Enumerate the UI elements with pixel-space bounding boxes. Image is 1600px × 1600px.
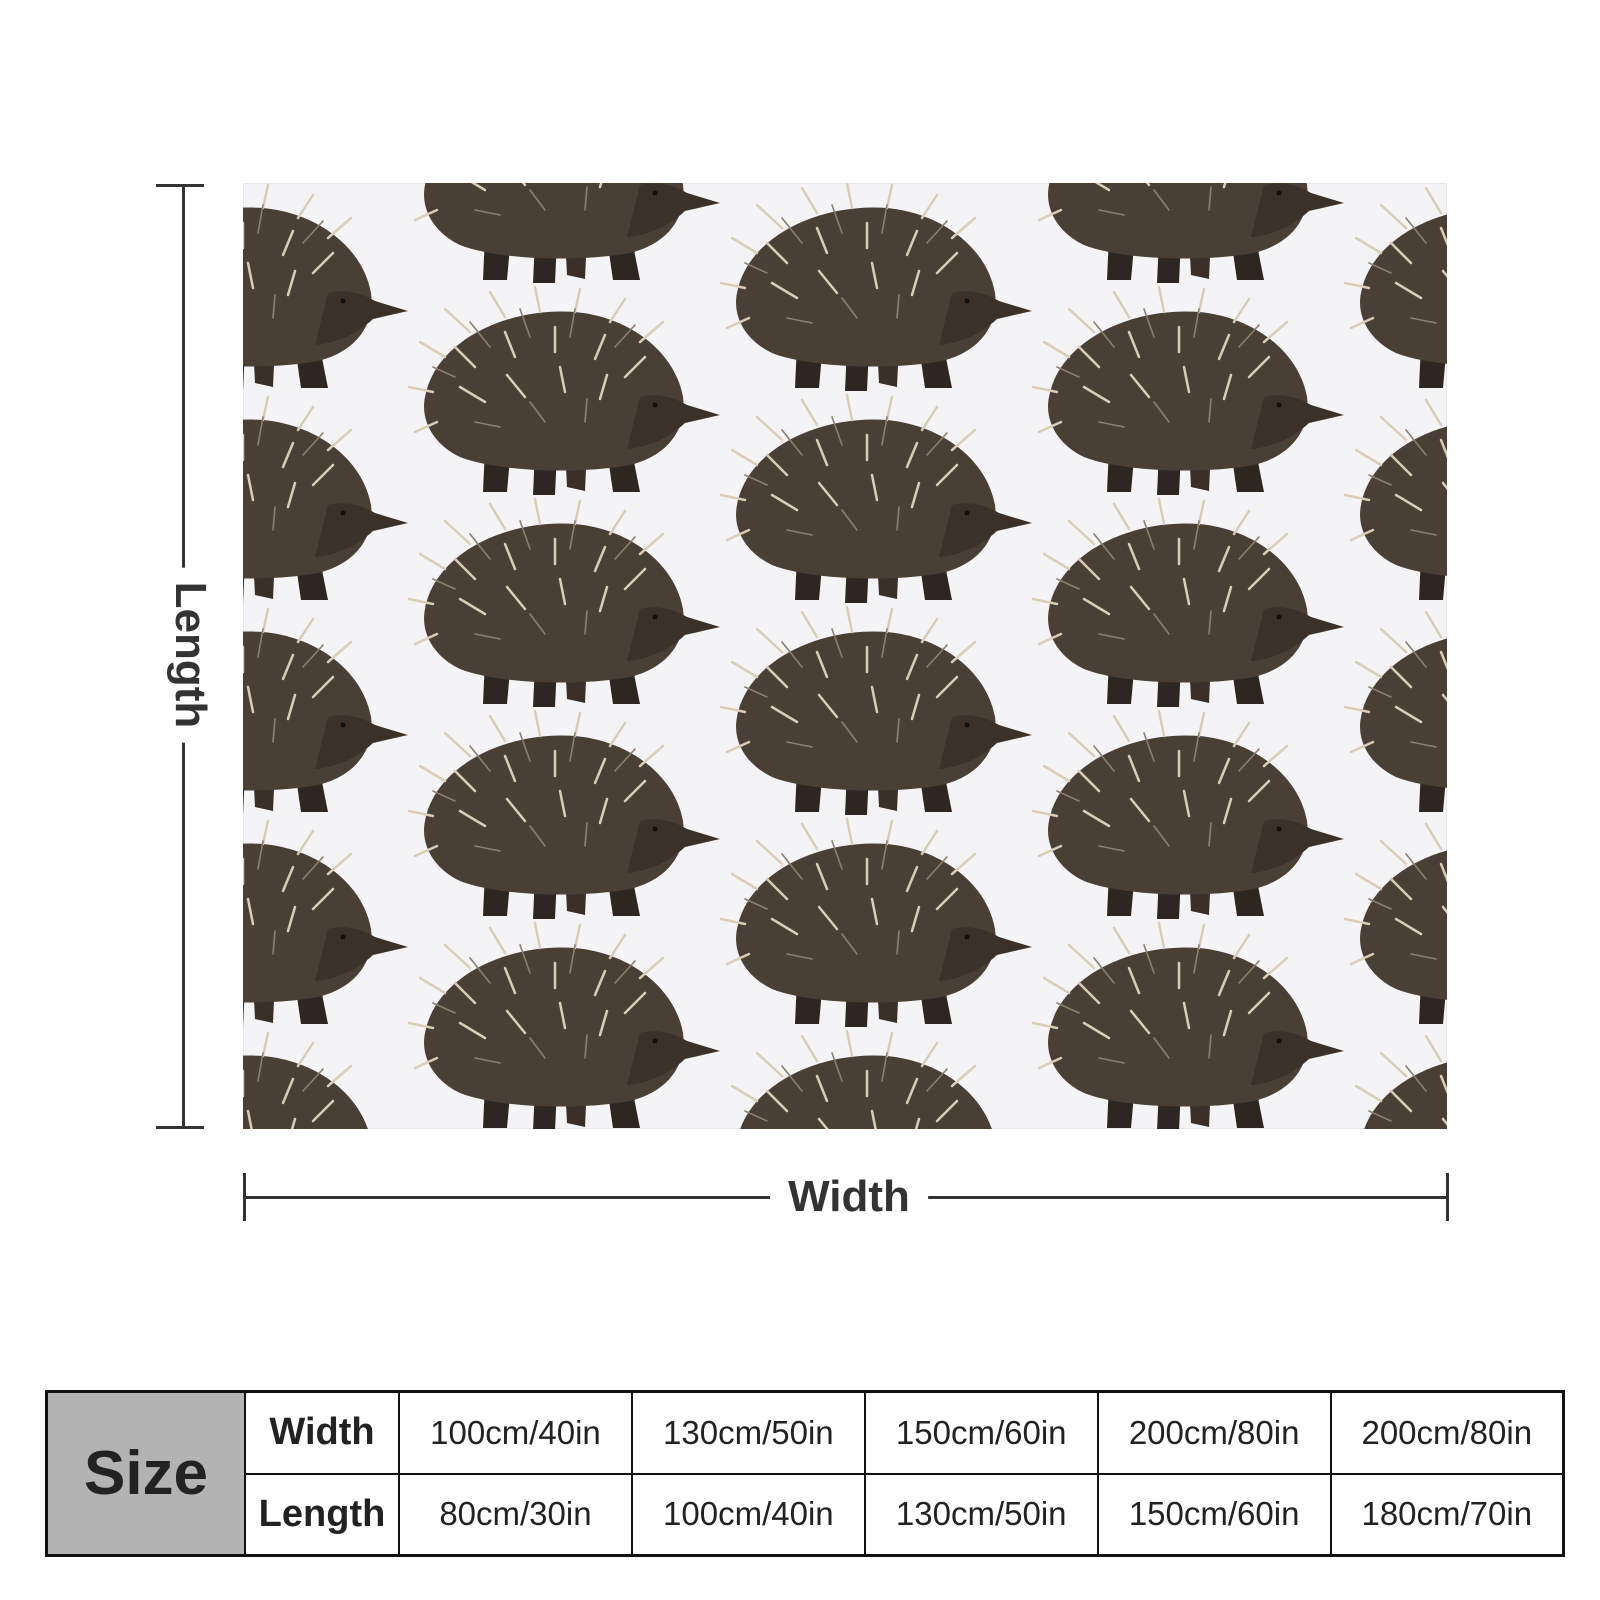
length-row: Length 80cm/30in 100cm/40in 130cm/50in 1… [47, 1472, 1565, 1557]
width-row: Size Width 100cm/40in 130cm/50in 150cm/6… [45, 1390, 1565, 1557]
length-cap-bottom [156, 1126, 204, 1129]
echidna-icon [719, 1029, 1034, 1129]
width-row-label: Width [244, 1390, 400, 1475]
length-row-label: Length [244, 1472, 400, 1557]
echidna-icon [243, 605, 410, 817]
echidna-icon [243, 817, 410, 1029]
echidna-icon [407, 709, 722, 921]
length-cell: 180cm/70in [1329, 1472, 1565, 1557]
length-cell: 130cm/50in [863, 1472, 1099, 1557]
echidna-icon [1343, 183, 1447, 393]
width-cell: 200cm/80in [1329, 1390, 1565, 1475]
echidna-icon [1031, 497, 1346, 709]
echidna-icon [407, 921, 722, 1129]
width-cell: 200cm/80in [1096, 1390, 1332, 1475]
echidna-icon [1031, 709, 1346, 921]
size-header: Size [45, 1390, 246, 1557]
echidna-icon [1343, 1029, 1447, 1129]
length-cell: 80cm/30in [398, 1472, 633, 1557]
echidna-icon [1343, 393, 1447, 605]
echidna-icon [1343, 605, 1447, 817]
width-cap-right [1446, 1173, 1449, 1221]
echidna-icon [407, 497, 722, 709]
length-cap-top [156, 184, 204, 187]
width-cell: 130cm/50in [630, 1390, 866, 1475]
echidna-icon [243, 393, 410, 605]
width-cell: 150cm/60in [863, 1390, 1099, 1475]
blanket-print-preview [243, 183, 1447, 1129]
echidna-icon [719, 393, 1034, 605]
width-label: Width [770, 1172, 928, 1222]
echidna-icon [1031, 183, 1346, 285]
width-cell: 100cm/40in [398, 1390, 633, 1475]
echidna-icon [1031, 921, 1346, 1129]
echidna-icon [243, 183, 410, 393]
echidna-icon [407, 285, 722, 497]
echidna-icon [719, 817, 1034, 1029]
size-chart-table: Size Width 100cm/40in 130cm/50in 150cm/6… [45, 1390, 1565, 1557]
length-cell: 150cm/60in [1096, 1472, 1332, 1557]
echidna-icon [243, 1029, 410, 1129]
length-cell: 100cm/40in [630, 1472, 866, 1557]
echidna-icon [1343, 817, 1447, 1029]
echidna-icon [719, 183, 1034, 393]
length-label: Length [165, 567, 215, 743]
echidna-icon [407, 183, 722, 285]
echidna-icon [1031, 285, 1346, 497]
echidna-icon [719, 605, 1034, 817]
